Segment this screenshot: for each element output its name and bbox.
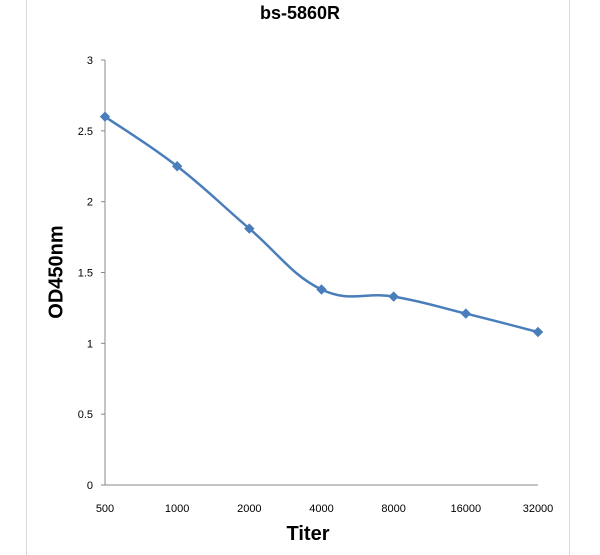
chart-frame: [26, 0, 570, 555]
data-point: [99, 111, 111, 122]
data-point: [532, 326, 544, 338]
data-point: [316, 284, 327, 295]
x-tick-label: 500: [96, 503, 114, 515]
x-tick-label: 1000: [165, 503, 189, 515]
y-tick-label: 3: [87, 55, 93, 67]
y-tick-label: 1: [87, 338, 93, 350]
y-tick-label: 0: [87, 480, 93, 492]
data-point: [460, 308, 472, 319]
x-tick-label: 2000: [237, 503, 261, 515]
data-point: [244, 223, 255, 234]
series-line: [104, 115, 539, 334]
chart-title: bs-5860R: [259, 3, 341, 23]
x-tick-label: 32000: [523, 503, 554, 515]
data-point: [388, 291, 399, 302]
y-tick-label: 1.5: [78, 268, 93, 280]
x-tick-label: 8000: [381, 503, 405, 515]
x-axis-title: Titer: [286, 523, 330, 545]
x-tick-label: 4000: [309, 503, 333, 515]
x-tick-label: 16000: [451, 503, 482, 515]
y-tick-label: 2.5: [78, 126, 93, 138]
data-point: [171, 161, 183, 172]
y-tick-label: 2: [87, 197, 93, 209]
y-tick-label: 0.5: [78, 409, 93, 421]
